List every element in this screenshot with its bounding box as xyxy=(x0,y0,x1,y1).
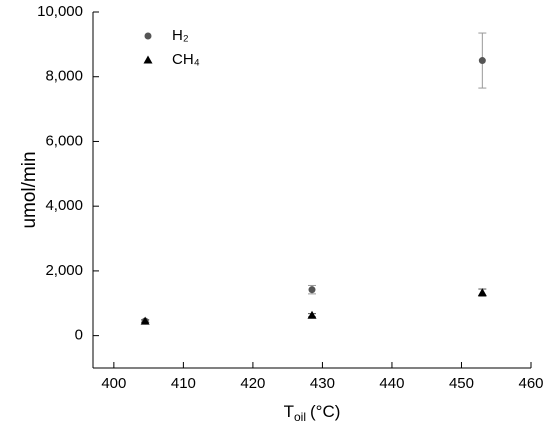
legend-marker xyxy=(144,32,152,40)
point xyxy=(307,310,317,319)
x-tick-label: 410 xyxy=(171,375,196,392)
x-tick-label: 460 xyxy=(518,375,543,392)
point xyxy=(478,57,486,65)
legend-label: H₂ xyxy=(172,27,189,44)
y-tick-label: 10,000 xyxy=(37,3,83,20)
x-tick-label: 420 xyxy=(240,375,265,392)
x-axis-label: Toil (°C) xyxy=(284,402,341,424)
legend-label: CH₄ xyxy=(172,51,200,68)
y-tick-label: 2,000 xyxy=(45,262,83,279)
x-tick-label: 430 xyxy=(310,375,335,392)
x-label-main: T xyxy=(284,402,294,421)
x-tick-label: 400 xyxy=(101,375,126,392)
x-label-unit: (°C) xyxy=(310,402,340,421)
y-tick-label: 8,000 xyxy=(45,68,83,85)
point xyxy=(308,286,316,294)
y-tick-label: 4,000 xyxy=(45,197,83,214)
y-tick-label: 6,000 xyxy=(45,132,83,149)
y-axis-label: umol/min xyxy=(19,151,40,228)
x-label-sub: oil xyxy=(294,410,306,424)
x-tick-label: 450 xyxy=(449,375,474,392)
y-tick-label: 0 xyxy=(75,327,83,344)
point xyxy=(477,288,487,297)
legend-marker xyxy=(143,55,153,64)
x-tick-label: 440 xyxy=(379,375,404,392)
point xyxy=(140,316,150,325)
